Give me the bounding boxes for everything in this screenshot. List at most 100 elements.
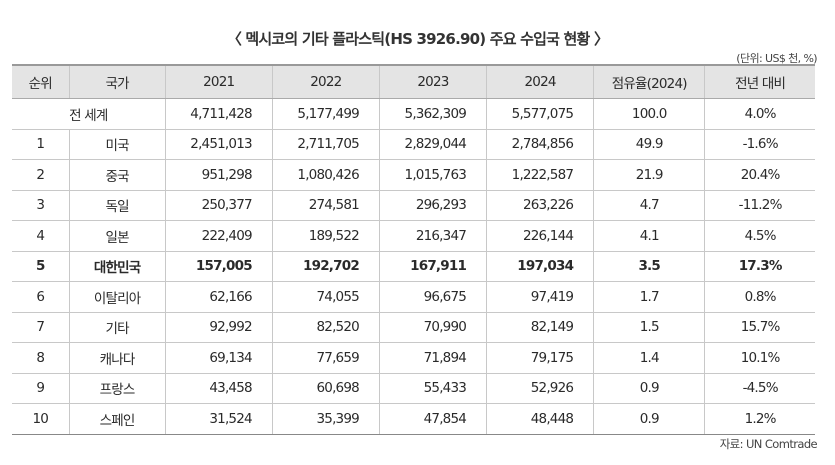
cell-share: 0.9 — [593, 373, 705, 404]
cell-y2022: 77,659 — [271, 342, 380, 374]
cell-yoy: 4.0% — [704, 98, 815, 130]
table-row: 1 미국 2,451,013 2,711,705 2,829,044 2,784,856 4… — [12, 129, 815, 160]
source-note: 자료: UN Comtrade — [719, 437, 818, 451]
cell-y2024: 82,149 — [486, 312, 594, 343]
cell-y2023: 296,293 — [378, 190, 487, 221]
import-table: 순위 국가 2021 2022 2023 2024 점유율(2024) 전년 대… — [12, 64, 815, 435]
cell-rank: 6 — [12, 281, 70, 313]
cell-y2024: 197,034 — [486, 251, 594, 282]
cell-country: 이탈리아 — [68, 281, 166, 313]
cell-share: 21.9 — [593, 159, 705, 191]
cell-y2021: 43,458 — [164, 373, 273, 404]
cell-y2024: 226,144 — [486, 220, 594, 252]
cell-country: 일본 — [68, 220, 166, 252]
cell-yoy: -1.6% — [704, 129, 815, 160]
cell-yoy: 1.2% — [704, 403, 815, 435]
cell-country: 독일 — [68, 190, 166, 221]
cell-yoy: 10.1% — [704, 342, 815, 374]
cell-share: 1.5 — [593, 312, 705, 343]
cell-y2021: 31,524 — [164, 403, 273, 435]
cell-y2021: 250,377 — [164, 190, 273, 221]
cell-share: 4.1 — [593, 220, 705, 252]
cell-y2023: 2,829,044 — [378, 129, 487, 160]
cell-country: 대한민국 — [68, 251, 166, 282]
cell-yoy: 17.3% — [704, 251, 815, 282]
cell-y2023: 70,990 — [378, 312, 487, 343]
cell-y2024: 48,448 — [486, 403, 594, 435]
header-2021: 2021 — [164, 64, 273, 99]
table-row-world: 전 세계 4,711,428 5,177,499 5,362,309 5,577,075… — [12, 98, 815, 130]
header-2022: 2022 — [271, 64, 380, 99]
cell-country: 캐나다 — [68, 342, 166, 374]
cell-share: 100.0 — [593, 98, 705, 130]
cell-y2021: 2,451,013 — [164, 129, 273, 160]
table-row: 8 캐나다 69,134 77,659 71,894 79,175 1.4 10.1% — [12, 342, 815, 374]
table-row: 6 이탈리아 62,166 74,055 96,675 97,419 1.7 0.8% — [12, 281, 815, 313]
cell-y2021: 92,992 — [164, 312, 273, 343]
table-row: 5 대한민국 157,005 192,702 167,911 197,034 3.5 17.3… — [12, 251, 815, 282]
cell-country: 전 세계 — [12, 98, 166, 130]
table-row: 2 중국 951,298 1,080,426 1,015,763 1,222,587 21.… — [12, 159, 815, 191]
cell-y2022: 60,698 — [271, 373, 380, 404]
cell-yoy: 15.7% — [704, 312, 815, 343]
cell-y2022: 35,399 — [271, 403, 380, 435]
cell-country: 프랑스 — [68, 373, 166, 404]
cell-yoy: 20.4% — [704, 159, 815, 191]
cell-y2022: 192,702 — [271, 251, 380, 282]
cell-yoy: 4.5% — [704, 220, 815, 252]
cell-y2023: 55,433 — [378, 373, 487, 404]
cell-rank: 8 — [12, 342, 70, 374]
cell-y2022: 74,055 — [271, 281, 380, 313]
table-row: 10 스페인 31,524 35,399 47,854 48,448 0.9 1.2% — [12, 403, 815, 435]
cell-y2021: 69,134 — [164, 342, 273, 374]
cell-y2022: 82,520 — [271, 312, 380, 343]
cell-share: 1.7 — [593, 281, 705, 313]
header-row: 순위 국가 2021 2022 2023 2024 점유율(2024) 전년 대… — [12, 64, 815, 99]
cell-rank: 2 — [12, 159, 70, 191]
cell-y2023: 1,015,763 — [378, 159, 487, 191]
table-row: 3 독일 250,377 274,581 296,293 263,226 4.7 -11.2% — [12, 190, 815, 221]
cell-share: 3.5 — [593, 251, 705, 282]
cell-rank: 9 — [12, 373, 70, 404]
cell-y2021: 62,166 — [164, 281, 273, 313]
cell-y2021: 222,409 — [164, 220, 273, 252]
table-row: 7 기타 92,992 82,520 70,990 82,149 1.5 15.7% — [12, 312, 815, 343]
cell-y2023: 167,911 — [378, 251, 487, 282]
cell-y2021: 4,711,428 — [164, 98, 273, 130]
cell-country: 기타 — [68, 312, 166, 343]
cell-y2024: 97,419 — [486, 281, 594, 313]
cell-country: 중국 — [68, 159, 166, 191]
cell-share: 1.4 — [593, 342, 705, 374]
cell-y2021: 157,005 — [164, 251, 273, 282]
cell-yoy: 0.8% — [704, 281, 815, 313]
cell-y2024: 263,226 — [486, 190, 594, 221]
cell-share: 4.7 — [593, 190, 705, 221]
cell-country: 스페인 — [68, 403, 166, 435]
cell-y2024: 1,222,587 — [486, 159, 594, 191]
cell-y2024: 2,784,856 — [486, 129, 594, 160]
cell-y2023: 96,675 — [378, 281, 487, 313]
table-row: 4 일본 222,409 189,522 216,347 226,144 4.1 4.5% — [12, 220, 815, 252]
cell-rank: 10 — [12, 403, 70, 435]
cell-y2022: 2,711,705 — [271, 129, 380, 160]
cell-y2021: 951,298 — [164, 159, 273, 191]
cell-yoy: -11.2% — [704, 190, 815, 221]
cell-rank: 5 — [12, 251, 70, 282]
cell-y2024: 79,175 — [486, 342, 594, 374]
cell-rank: 3 — [12, 190, 70, 221]
table-row: 9 프랑스 43,458 60,698 55,433 52,926 0.9 -4.5% — [12, 373, 815, 404]
cell-rank: 4 — [12, 220, 70, 252]
header-share: 점유율(2024) — [593, 64, 705, 99]
cell-yoy: -4.5% — [704, 373, 815, 404]
cell-y2023: 71,894 — [378, 342, 487, 374]
cell-y2022: 5,177,499 — [271, 98, 380, 130]
table-title: 〈 멕시코의 기타 플라스틱(HS 3926.90) 주요 수입국 현황 〉 — [226, 30, 609, 48]
cell-rank: 7 — [12, 312, 70, 343]
cell-y2024: 52,926 — [486, 373, 594, 404]
header-yoy: 전년 대비 — [704, 64, 815, 99]
header-2023: 2023 — [378, 64, 487, 99]
cell-rank: 1 — [12, 129, 70, 160]
cell-y2023: 5,362,309 — [378, 98, 487, 130]
cell-country: 미국 — [68, 129, 166, 160]
cell-y2022: 189,522 — [271, 220, 380, 252]
